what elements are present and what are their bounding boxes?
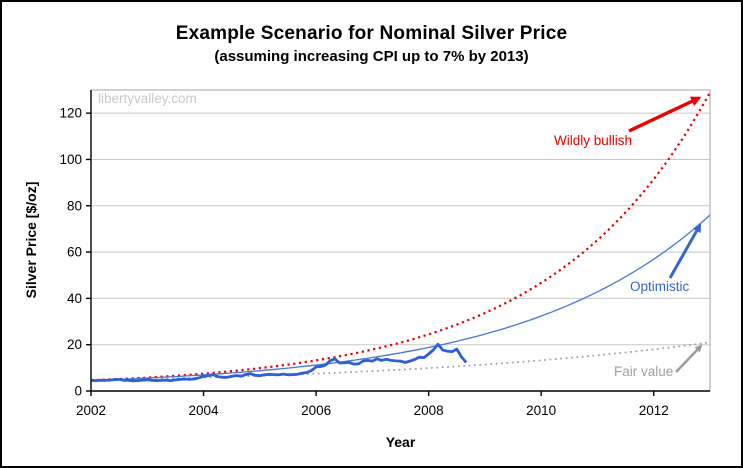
x-axis-title: Year xyxy=(385,434,416,450)
x-tick-label: 2010 xyxy=(526,403,556,418)
annotation-arrows-group xyxy=(628,96,703,373)
optimistic-label: Optimistic xyxy=(630,279,690,294)
axes-group xyxy=(90,90,710,392)
y-tick-label: 80 xyxy=(67,198,82,213)
gridlines-group xyxy=(91,112,710,346)
y-tick-label: 100 xyxy=(59,152,82,167)
y-tick-label: 60 xyxy=(67,245,82,260)
wildly-bullish-label: Wildly bullish xyxy=(554,133,633,148)
y-tick-label: 40 xyxy=(67,291,82,306)
y-tick-label: 0 xyxy=(74,384,82,399)
fair-value-arrow xyxy=(675,344,703,373)
series-line-actual-silver-price xyxy=(90,342,468,383)
x-tick-label: 2008 xyxy=(414,403,444,418)
fair-value-label: Fair value xyxy=(614,364,674,379)
x-tick-label: 2012 xyxy=(639,403,669,418)
wildly-bullish-arrow xyxy=(628,96,702,133)
x-tick-label: 2006 xyxy=(301,403,331,418)
series-line-optimistic xyxy=(90,214,711,381)
ticks-group: 0 20 40 60 80 100 120 2002 2004 2006 2008 2010 2012 xyxy=(59,106,668,418)
series-curves-group xyxy=(90,91,711,383)
y-tick-label: 120 xyxy=(59,106,82,121)
chart-subtitle: (assuming increasing CPI up to 7% by 201… xyxy=(214,48,529,65)
x-tick-label: 2004 xyxy=(189,403,220,418)
watermark: libertyvalley.com xyxy=(98,91,197,106)
y-tick-label: 20 xyxy=(67,337,82,352)
y-axis-title: Silver Price [$/oz] xyxy=(23,181,39,299)
optimistic-arrow xyxy=(668,223,702,279)
x-tick-label: 2002 xyxy=(76,403,106,418)
chart-title: Example Scenario for Nominal Silver Pric… xyxy=(175,23,568,44)
